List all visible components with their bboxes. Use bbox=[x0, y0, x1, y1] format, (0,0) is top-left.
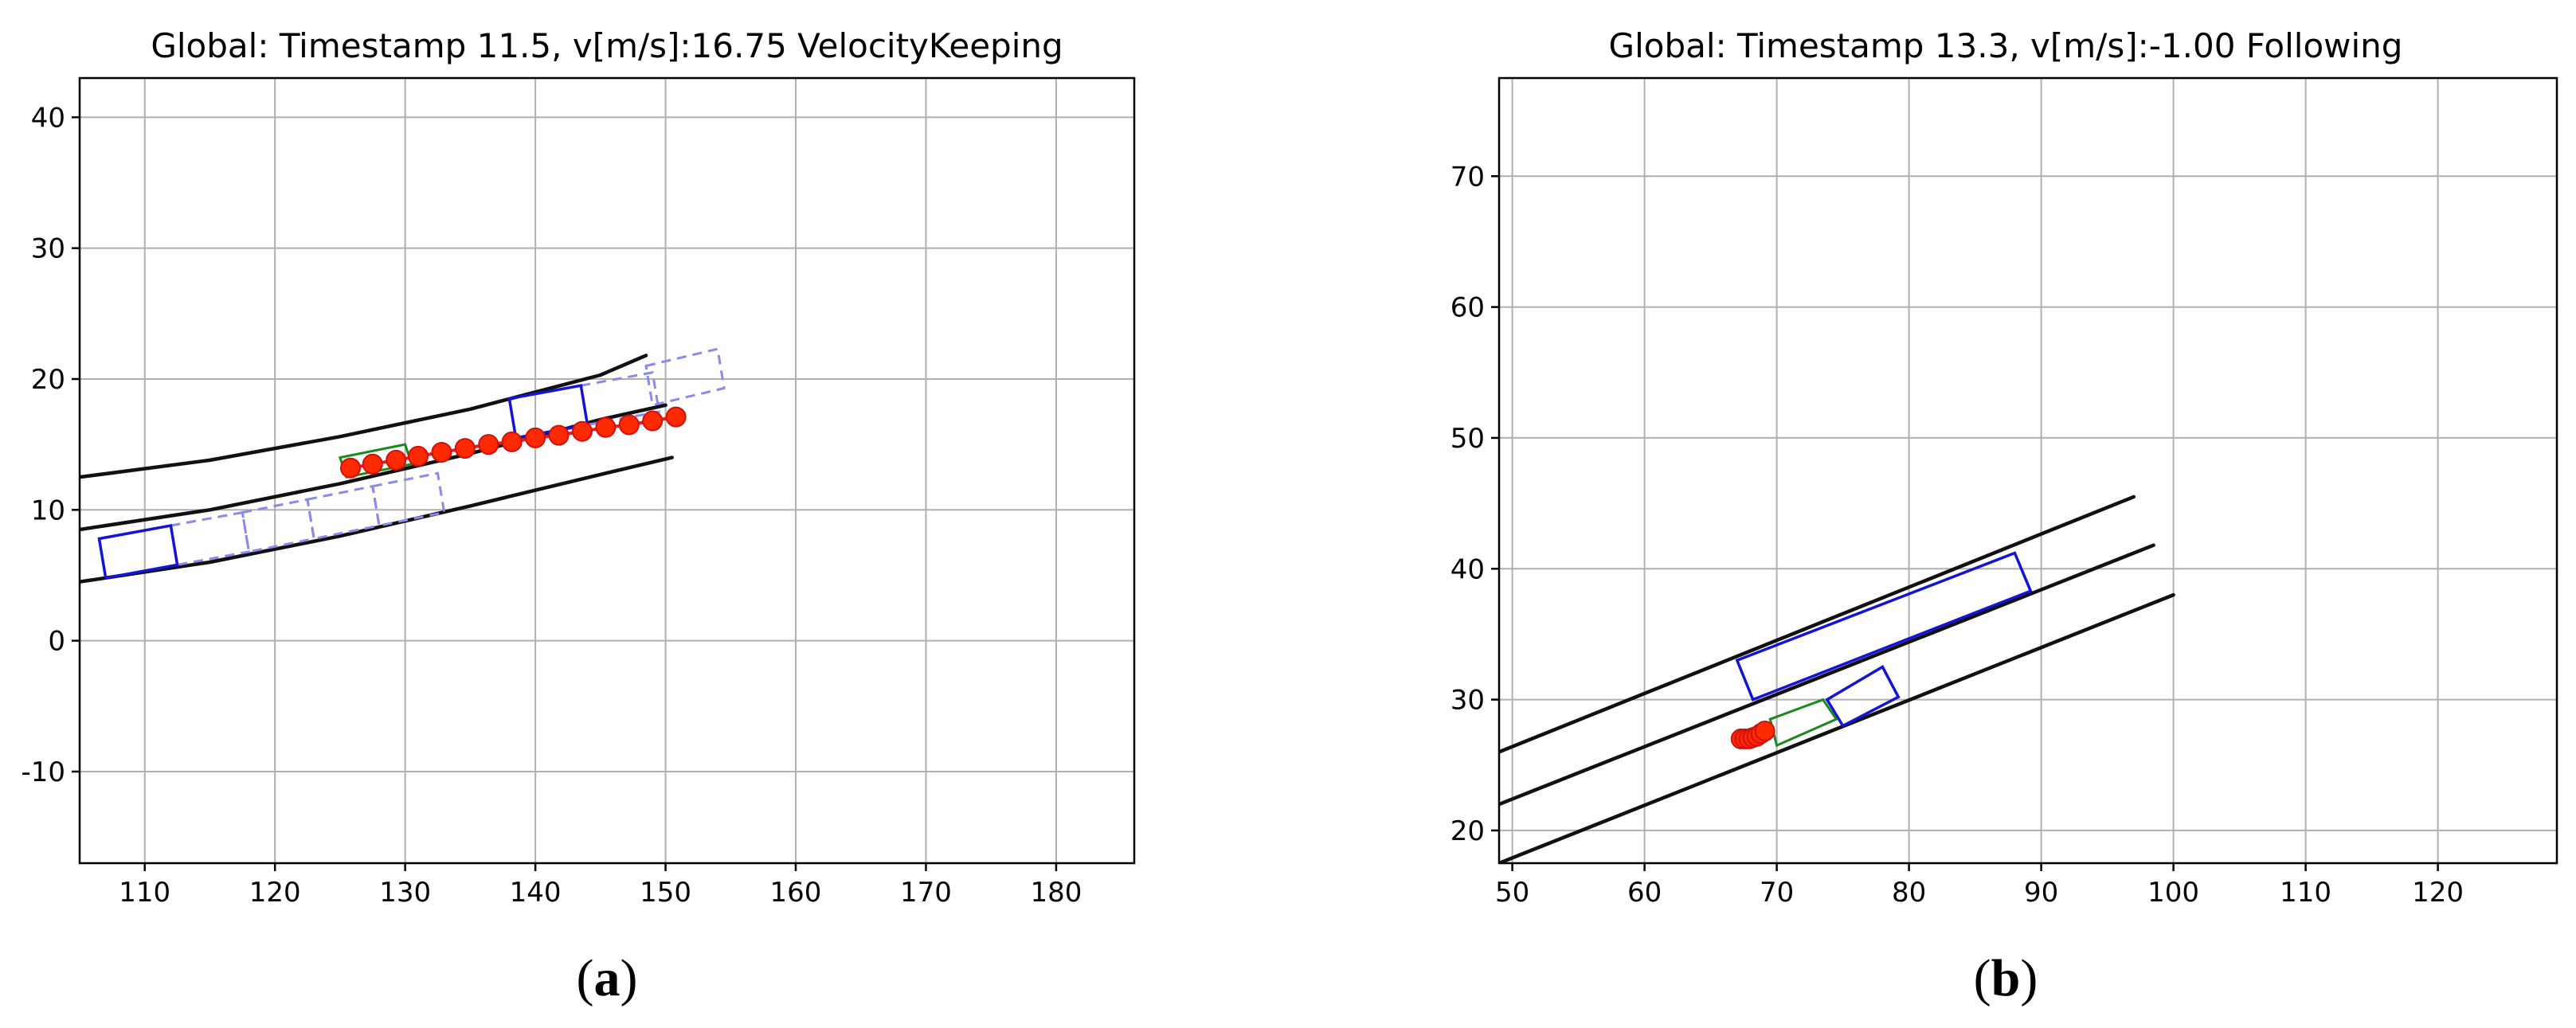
x-tick-label: 110 bbox=[2280, 877, 2331, 909]
trajectory-point bbox=[618, 414, 640, 436]
x-tick-label: 170 bbox=[900, 877, 952, 909]
x-tick-label: 120 bbox=[249, 877, 301, 909]
panel-b-grid bbox=[1499, 78, 2557, 863]
y-tick-label: 20 bbox=[31, 364, 65, 396]
ego-vehicle-box bbox=[1768, 698, 1838, 748]
panel-b-title: Global: Timestamp 13.3, v[m/s]:-1.00 Fol… bbox=[1609, 26, 2403, 65]
trajectory-point bbox=[478, 434, 499, 455]
y-tick-label: 20 bbox=[1450, 815, 1485, 847]
panel-a-ticks: 110 120 130 140 150 160 170 180 -10 0 10 20 30 40 bbox=[21, 102, 1082, 909]
x-tick-label: 100 bbox=[2147, 877, 2199, 909]
x-tick-label: 110 bbox=[119, 877, 170, 909]
y-tick-label: 70 bbox=[1450, 161, 1485, 193]
trajectory-point bbox=[525, 427, 546, 448]
panel-a: Global: Timestamp 11.5, v[m/s]:16.75 Vel… bbox=[21, 26, 1136, 1007]
lane-line bbox=[80, 403, 667, 532]
trajectory-point bbox=[665, 406, 687, 428]
panel-a-data bbox=[80, 347, 726, 584]
panel-b-caption-letter: b bbox=[1991, 949, 2021, 1007]
panel-b: Global: Timestamp 13.3, v[m/s]:-1.00 Fol… bbox=[1450, 26, 2558, 1007]
trajectory-point bbox=[642, 410, 664, 432]
panel-a-grid bbox=[80, 78, 1134, 863]
x-tick-label: 150 bbox=[640, 877, 691, 909]
x-tick-label: 60 bbox=[1627, 877, 1662, 909]
lane-line bbox=[1499, 592, 2175, 863]
y-tick-label: 60 bbox=[1450, 292, 1485, 324]
x-tick-label: 50 bbox=[1495, 877, 1529, 909]
predicted-vehicle-box bbox=[644, 347, 726, 407]
y-tick-label: 50 bbox=[1450, 423, 1485, 455]
y-tick-label: 30 bbox=[1450, 685, 1485, 717]
panel-a-title: Global: Timestamp 11.5, v[m/s]:16.75 Vel… bbox=[151, 26, 1063, 65]
trajectory-point bbox=[362, 453, 383, 475]
trajectory-point bbox=[386, 449, 407, 471]
y-tick-label: 0 bbox=[48, 626, 65, 658]
x-tick-label: 120 bbox=[2412, 877, 2464, 909]
trajectory-point bbox=[501, 431, 523, 452]
vehicle-box bbox=[97, 523, 179, 580]
lane-line bbox=[80, 354, 648, 479]
x-tick-label: 160 bbox=[770, 877, 822, 909]
y-tick-label: -10 bbox=[21, 756, 65, 788]
panel-a-frame bbox=[78, 76, 1136, 865]
x-tick-label: 140 bbox=[510, 877, 562, 909]
trajectory-point bbox=[339, 457, 361, 479]
x-tick-label: 90 bbox=[2024, 877, 2058, 909]
panel-b-data bbox=[1499, 494, 2175, 863]
trajectory-point bbox=[548, 424, 570, 446]
lane-line bbox=[1499, 494, 2136, 754]
trajectory-point bbox=[431, 441, 452, 463]
panel-b-caption: (b) bbox=[1974, 949, 2038, 1007]
x-tick-label: 70 bbox=[1760, 877, 1794, 909]
y-tick-label: 40 bbox=[31, 102, 65, 134]
trajectory-point bbox=[571, 420, 593, 442]
trajectory-point bbox=[595, 416, 617, 438]
panel-a-caption: (a) bbox=[577, 949, 638, 1007]
vehicle-box bbox=[1735, 551, 2033, 702]
panel-a-caption-letter: a bbox=[594, 949, 621, 1007]
trajectory-point bbox=[1754, 721, 1775, 742]
trajectory-point bbox=[407, 445, 429, 467]
y-tick-label: 10 bbox=[31, 494, 65, 526]
panel-b-frame bbox=[1497, 76, 2558, 865]
trajectory-point bbox=[454, 438, 476, 459]
predicted-vehicle-box bbox=[371, 471, 446, 527]
x-tick-label: 80 bbox=[1892, 877, 1926, 909]
panel-b-ticks: 50 60 70 80 90 100 110 120 20 30 40 50 60 70 bbox=[1450, 161, 2464, 909]
lane-line bbox=[1499, 543, 2155, 807]
y-tick-label: 30 bbox=[31, 233, 65, 265]
x-tick-label: 180 bbox=[1030, 877, 1082, 909]
vehicle-box bbox=[1825, 665, 1901, 728]
y-tick-label: 40 bbox=[1450, 553, 1485, 585]
x-tick-label: 130 bbox=[379, 877, 431, 909]
